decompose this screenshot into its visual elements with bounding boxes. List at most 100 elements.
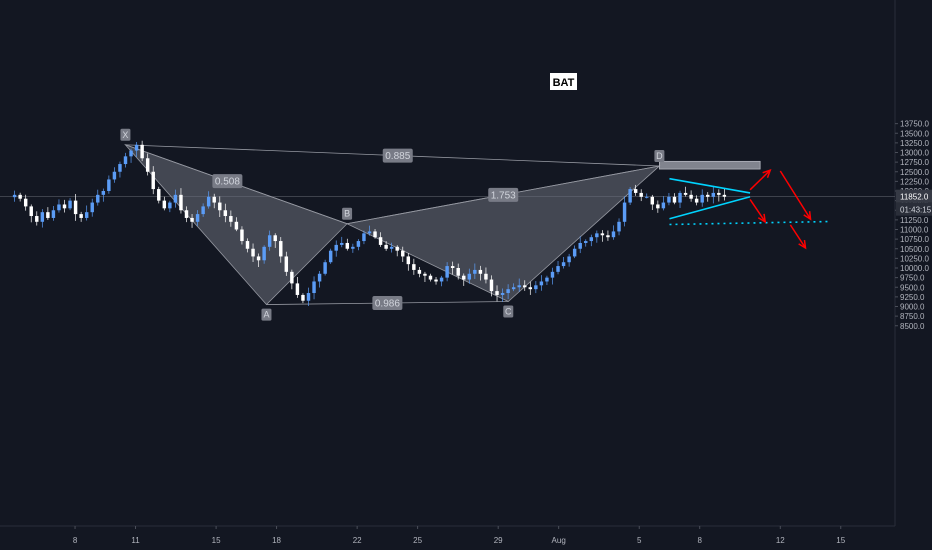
candle-up — [589, 237, 594, 242]
x-tick-label: 8 — [697, 536, 702, 545]
x-tick-label: 12 — [776, 536, 785, 545]
candle-up — [134, 144, 139, 151]
y-tick-label: 9250.0 — [900, 293, 925, 302]
point-tag-box — [120, 128, 131, 141]
point-tag-x: X — [120, 128, 131, 141]
candle-up — [561, 262, 566, 267]
candle-up — [595, 233, 599, 238]
candle-up — [539, 281, 544, 286]
current-price-text: 11852.0 — [900, 193, 929, 202]
candle-down — [423, 273, 427, 276]
x-tick-label: 29 — [494, 536, 503, 545]
ratio-tag-label: 0.986 — [375, 299, 400, 310]
candle-down — [251, 248, 255, 257]
candle-up — [439, 277, 444, 282]
y-tick-label: 9750.0 — [900, 274, 925, 283]
candle-up — [40, 212, 45, 222]
point-tag-label: B — [344, 209, 350, 219]
candle-down — [706, 194, 710, 197]
arrow-head-2 — [757, 213, 767, 224]
candle-up — [101, 191, 106, 195]
y-tick-label: 9000.0 — [900, 303, 925, 312]
candle-up — [312, 281, 316, 294]
candle-down — [212, 196, 216, 203]
price-axis[interactable]: 8500.08750.09000.09250.09500.09750.01000… — [895, 120, 932, 331]
x-tick-label: 5 — [637, 536, 642, 545]
y-tick-label: 12500.0 — [900, 168, 929, 177]
candle-down — [234, 221, 239, 230]
candle-down — [456, 268, 460, 276]
candle-down — [273, 235, 277, 242]
candle-up — [90, 202, 94, 213]
y-tick-label: 8750.0 — [900, 312, 925, 321]
candle-down — [245, 241, 250, 249]
candle-up — [578, 242, 582, 249]
candle-down — [79, 214, 83, 218]
candle-down — [18, 194, 22, 199]
chart-title: BAT — [550, 73, 577, 90]
candle-down — [694, 198, 699, 203]
candle-down — [218, 202, 222, 211]
candle-down — [373, 231, 377, 238]
triangle-lower-line — [669, 196, 751, 220]
candle-up — [351, 246, 355, 249]
y-tick-label: 12750.0 — [900, 158, 929, 167]
candle-up — [362, 233, 366, 242]
point-tag-label: X — [122, 130, 128, 140]
candle-up — [534, 285, 538, 290]
candle-up — [123, 156, 128, 165]
x-tick-label: 11 — [131, 536, 140, 545]
candle-up — [118, 164, 122, 172]
point-tag-box — [261, 308, 272, 321]
candle-up — [262, 246, 266, 261]
countdown-label: 01:43:15 — [896, 202, 932, 216]
candle-up — [51, 210, 56, 218]
arrow-head-3 — [803, 211, 812, 221]
candle-down — [672, 196, 677, 203]
y-tick-label: 13000.0 — [900, 149, 929, 158]
candle-up — [545, 277, 549, 282]
annotation-layer: X A B C D 0.508 0.986 1.753 0.885 BAT — [120, 73, 831, 321]
candle-up — [645, 196, 649, 198]
y-tick-label: 8500.0 — [900, 322, 925, 331]
candle-down — [345, 242, 350, 249]
candle-down — [606, 235, 610, 238]
candle-down — [256, 256, 261, 261]
current-price-label: 11852.0 — [896, 189, 932, 203]
candle-up — [700, 194, 704, 203]
candle-down — [140, 144, 144, 159]
candle-up — [473, 269, 477, 274]
candle-down — [73, 200, 78, 215]
ratio-tag-box — [372, 296, 403, 311]
countdown-text: 01:43:15 — [900, 206, 932, 215]
candle-down — [689, 194, 693, 199]
candle-down — [639, 192, 643, 197]
candle-up — [467, 273, 472, 280]
candle-down — [223, 210, 228, 217]
arrow-4 — [789, 224, 807, 249]
candle-down — [23, 198, 28, 207]
candle-up — [661, 202, 666, 209]
x-tick-label: Aug — [552, 536, 566, 545]
ratio-tag: 1.753 — [488, 187, 519, 202]
time-axis[interactable]: 8 11 15 18 22 25 29 Aug 5 8 12 15 — [73, 526, 846, 545]
title-box — [550, 73, 577, 90]
ratio-tag-label: 0.508 — [215, 177, 240, 188]
candle-up — [622, 202, 627, 222]
candle-up — [173, 194, 178, 203]
y-tick-label: 10000.0 — [900, 264, 929, 273]
candle-up — [506, 289, 510, 294]
x-tick-label: 22 — [353, 536, 362, 545]
candle-up — [129, 150, 133, 157]
candle-down — [417, 269, 422, 274]
candle-down — [29, 206, 33, 217]
candle-up — [323, 262, 327, 274]
ratio-tag-label: 0.885 — [385, 151, 410, 162]
candle-up — [356, 241, 361, 247]
arrow-3 — [779, 170, 812, 220]
candle-up — [550, 271, 555, 278]
candle-up — [367, 231, 372, 234]
triangle-upper-line — [669, 177, 751, 194]
candle-up — [206, 196, 211, 207]
